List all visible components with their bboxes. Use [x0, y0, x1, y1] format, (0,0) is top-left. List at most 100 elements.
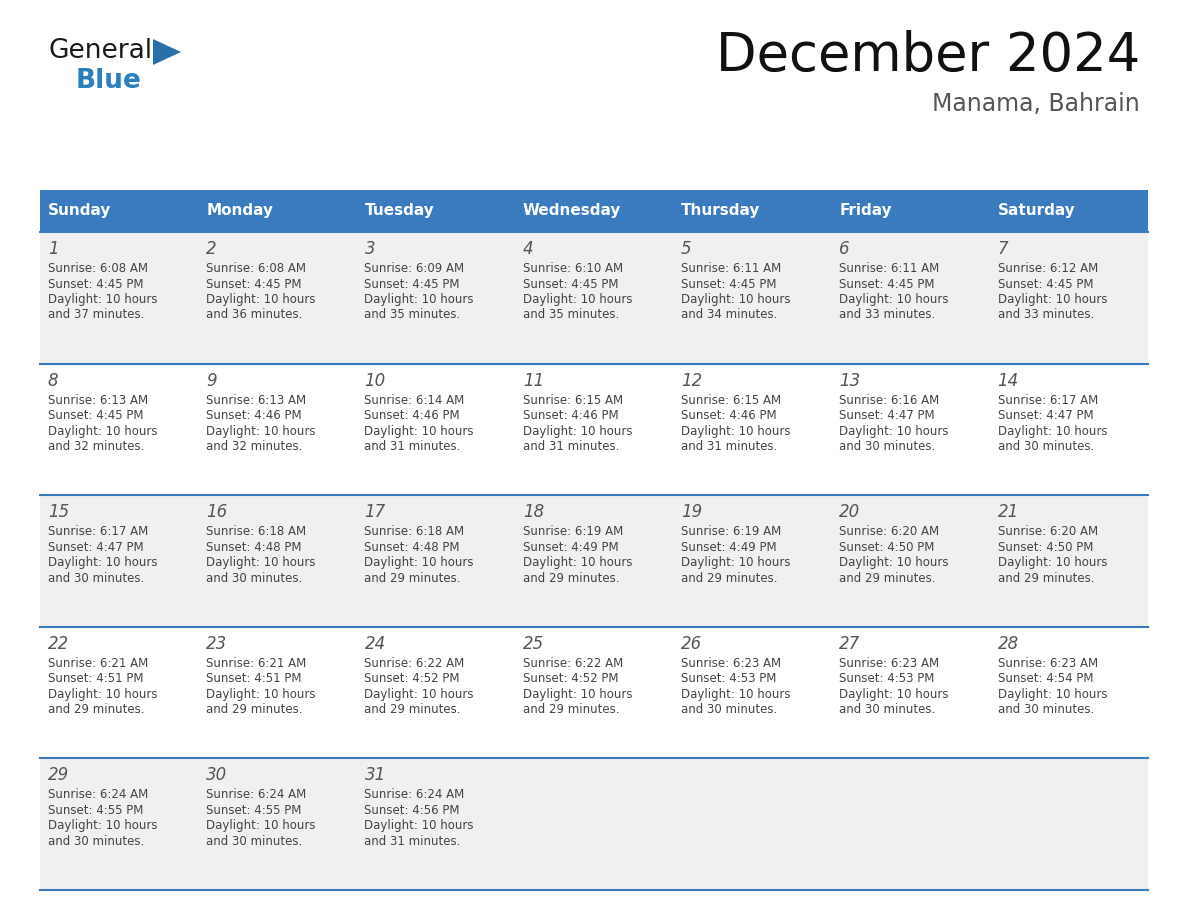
Text: and 32 minutes.: and 32 minutes.: [48, 440, 144, 453]
Bar: [990, 190, 1148, 232]
Text: and 29 minutes.: and 29 minutes.: [681, 572, 778, 585]
Text: Sunrise: 6:15 AM: Sunrise: 6:15 AM: [523, 394, 623, 407]
Text: Daylight: 10 hours: Daylight: 10 hours: [681, 688, 790, 700]
Text: 8: 8: [48, 372, 58, 389]
Text: and 29 minutes.: and 29 minutes.: [365, 572, 461, 585]
Text: 25: 25: [523, 635, 544, 653]
Text: 19: 19: [681, 503, 702, 521]
Text: Daylight: 10 hours: Daylight: 10 hours: [523, 556, 632, 569]
Text: Sunrise: 6:17 AM: Sunrise: 6:17 AM: [998, 394, 1098, 407]
Text: Daylight: 10 hours: Daylight: 10 hours: [207, 688, 316, 700]
Text: Daylight: 10 hours: Daylight: 10 hours: [365, 688, 474, 700]
Text: Sunrise: 6:19 AM: Sunrise: 6:19 AM: [681, 525, 782, 538]
Text: Sunrise: 6:22 AM: Sunrise: 6:22 AM: [523, 656, 623, 670]
Text: 18: 18: [523, 503, 544, 521]
Text: 11: 11: [523, 372, 544, 389]
Text: 1: 1: [48, 240, 58, 258]
Bar: [356, 190, 514, 232]
Text: Sunset: 4:45 PM: Sunset: 4:45 PM: [48, 409, 144, 422]
Text: and 30 minutes.: and 30 minutes.: [998, 440, 1094, 453]
Text: and 30 minutes.: and 30 minutes.: [840, 703, 936, 716]
Text: 15: 15: [48, 503, 69, 521]
Text: and 29 minutes.: and 29 minutes.: [365, 703, 461, 716]
Text: Sunrise: 6:24 AM: Sunrise: 6:24 AM: [207, 789, 307, 801]
Text: Daylight: 10 hours: Daylight: 10 hours: [681, 556, 790, 569]
Text: Sunrise: 6:16 AM: Sunrise: 6:16 AM: [840, 394, 940, 407]
Text: 9: 9: [207, 372, 217, 389]
Text: 28: 28: [998, 635, 1019, 653]
Text: 10: 10: [365, 372, 386, 389]
Text: and 30 minutes.: and 30 minutes.: [840, 440, 936, 453]
Text: and 31 minutes.: and 31 minutes.: [365, 834, 461, 848]
Text: and 32 minutes.: and 32 minutes.: [207, 440, 303, 453]
Text: 4: 4: [523, 240, 533, 258]
Text: Sunset: 4:45 PM: Sunset: 4:45 PM: [365, 277, 460, 290]
Text: Daylight: 10 hours: Daylight: 10 hours: [207, 293, 316, 306]
Text: Daylight: 10 hours: Daylight: 10 hours: [840, 425, 949, 438]
Text: Sunset: 4:51 PM: Sunset: 4:51 PM: [207, 672, 302, 686]
Text: Sunset: 4:47 PM: Sunset: 4:47 PM: [998, 409, 1093, 422]
Text: Sunrise: 6:21 AM: Sunrise: 6:21 AM: [207, 656, 307, 670]
Text: and 35 minutes.: and 35 minutes.: [365, 308, 461, 321]
Text: Sunrise: 6:23 AM: Sunrise: 6:23 AM: [840, 656, 940, 670]
Text: Sunrise: 6:20 AM: Sunrise: 6:20 AM: [840, 525, 940, 538]
Text: Sunset: 4:45 PM: Sunset: 4:45 PM: [681, 277, 777, 290]
Text: Sunrise: 6:18 AM: Sunrise: 6:18 AM: [365, 525, 465, 538]
Bar: [198, 190, 356, 232]
Text: Sunset: 4:55 PM: Sunset: 4:55 PM: [48, 804, 144, 817]
Text: Sunset: 4:52 PM: Sunset: 4:52 PM: [523, 672, 618, 686]
Bar: [40, 758, 1148, 890]
Text: Sunrise: 6:11 AM: Sunrise: 6:11 AM: [840, 262, 940, 275]
Text: Sunset: 4:51 PM: Sunset: 4:51 PM: [48, 672, 144, 686]
Text: General: General: [48, 38, 152, 64]
Text: Daylight: 10 hours: Daylight: 10 hours: [998, 293, 1107, 306]
Text: Sunrise: 6:11 AM: Sunrise: 6:11 AM: [681, 262, 782, 275]
Text: 3: 3: [365, 240, 375, 258]
Text: Sunrise: 6:13 AM: Sunrise: 6:13 AM: [207, 394, 307, 407]
Bar: [40, 190, 198, 232]
Text: Daylight: 10 hours: Daylight: 10 hours: [840, 293, 949, 306]
Text: Sunrise: 6:23 AM: Sunrise: 6:23 AM: [681, 656, 782, 670]
Text: Sunset: 4:53 PM: Sunset: 4:53 PM: [681, 672, 777, 686]
Text: and 30 minutes.: and 30 minutes.: [48, 572, 144, 585]
Text: 31: 31: [365, 767, 386, 784]
Text: and 29 minutes.: and 29 minutes.: [998, 572, 1094, 585]
Text: Sunrise: 6:20 AM: Sunrise: 6:20 AM: [998, 525, 1098, 538]
Text: Daylight: 10 hours: Daylight: 10 hours: [48, 688, 158, 700]
Text: and 31 minutes.: and 31 minutes.: [681, 440, 777, 453]
Text: Sunrise: 6:15 AM: Sunrise: 6:15 AM: [681, 394, 782, 407]
Bar: [40, 232, 1148, 364]
Text: Daylight: 10 hours: Daylight: 10 hours: [365, 556, 474, 569]
Text: and 30 minutes.: and 30 minutes.: [207, 572, 303, 585]
Text: Sunrise: 6:19 AM: Sunrise: 6:19 AM: [523, 525, 623, 538]
Text: 16: 16: [207, 503, 227, 521]
Text: Sunrise: 6:18 AM: Sunrise: 6:18 AM: [207, 525, 307, 538]
Text: and 36 minutes.: and 36 minutes.: [207, 308, 303, 321]
Text: Sunset: 4:46 PM: Sunset: 4:46 PM: [365, 409, 460, 422]
Text: and 29 minutes.: and 29 minutes.: [523, 703, 619, 716]
Text: Sunrise: 6:21 AM: Sunrise: 6:21 AM: [48, 656, 148, 670]
Text: Sunset: 4:49 PM: Sunset: 4:49 PM: [523, 541, 619, 554]
Text: Daylight: 10 hours: Daylight: 10 hours: [681, 293, 790, 306]
Text: Blue: Blue: [76, 68, 141, 94]
Text: Sunset: 4:46 PM: Sunset: 4:46 PM: [207, 409, 302, 422]
Text: Sunrise: 6:24 AM: Sunrise: 6:24 AM: [365, 789, 465, 801]
Text: Daylight: 10 hours: Daylight: 10 hours: [207, 820, 316, 833]
Text: and 34 minutes.: and 34 minutes.: [681, 308, 777, 321]
Text: 14: 14: [998, 372, 1019, 389]
Text: 6: 6: [840, 240, 849, 258]
Text: Daylight: 10 hours: Daylight: 10 hours: [48, 820, 158, 833]
Text: 2: 2: [207, 240, 217, 258]
Text: Sunrise: 6:13 AM: Sunrise: 6:13 AM: [48, 394, 148, 407]
Text: 24: 24: [365, 635, 386, 653]
Text: Daylight: 10 hours: Daylight: 10 hours: [207, 425, 316, 438]
Text: Sunset: 4:49 PM: Sunset: 4:49 PM: [681, 541, 777, 554]
Text: and 29 minutes.: and 29 minutes.: [523, 572, 619, 585]
Text: 21: 21: [998, 503, 1019, 521]
Text: Daylight: 10 hours: Daylight: 10 hours: [365, 293, 474, 306]
Text: and 30 minutes.: and 30 minutes.: [998, 703, 1094, 716]
Text: 27: 27: [840, 635, 860, 653]
Text: Sunrise: 6:12 AM: Sunrise: 6:12 AM: [998, 262, 1098, 275]
Text: Daylight: 10 hours: Daylight: 10 hours: [840, 688, 949, 700]
Text: Sunset: 4:48 PM: Sunset: 4:48 PM: [207, 541, 302, 554]
